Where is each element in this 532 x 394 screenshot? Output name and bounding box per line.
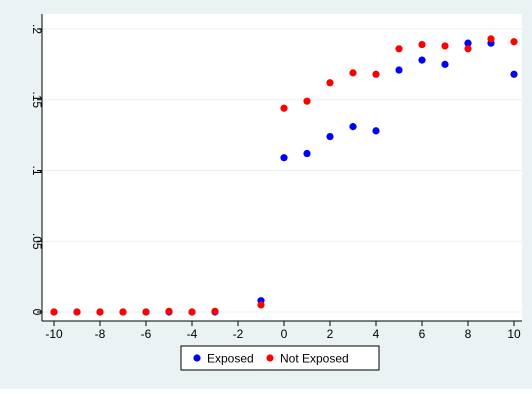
legend-label-exposed: Exposed (207, 352, 254, 366)
point-not-exposed (510, 38, 518, 46)
point-exposed (464, 39, 472, 47)
point-exposed (303, 149, 311, 158)
legend-marker-not-exposed (266, 354, 274, 362)
y-tick-label: .1 (30, 165, 44, 175)
y-tick-label: 0 (30, 309, 44, 316)
x-tick-label: -8 (95, 327, 106, 341)
x-tick-label: 2 (327, 327, 334, 341)
axes (41, 14, 522, 322)
legend-label-not-exposed: Not Exposed (280, 352, 349, 366)
point-not-exposed (96, 308, 104, 316)
x-tick-label: 0 (281, 327, 288, 341)
legend: Exposed Not Exposed (180, 345, 380, 371)
point-not-exposed (418, 40, 426, 49)
point-not-exposed (211, 307, 219, 315)
point-not-exposed (441, 42, 449, 50)
point-not-exposed (257, 301, 265, 309)
y-ticks: 0 .05 .1 .15 .2 (30, 24, 44, 316)
point-not-exposed (464, 45, 472, 53)
point-exposed (280, 154, 288, 162)
point-exposed (510, 70, 518, 78)
legend-box (180, 345, 380, 371)
point-exposed (418, 56, 426, 64)
point-not-exposed (326, 79, 334, 87)
point-exposed (395, 66, 403, 74)
y-tick-label: .2 (30, 24, 44, 34)
x-tick-label: -10 (45, 327, 63, 341)
point-not-exposed (487, 35, 495, 43)
point-not-exposed (165, 307, 173, 315)
x-tick-label: 10 (507, 327, 521, 341)
point-not-exposed (73, 308, 81, 316)
x-tick-label: -6 (141, 327, 152, 341)
legend-marker-exposed (193, 354, 201, 362)
point-not-exposed (349, 69, 357, 77)
x-ticks: -10 -8 -6 -4 -2 0 2 4 6 8 10 (45, 321, 521, 341)
x-tick-label: 4 (373, 327, 380, 341)
point-not-exposed (303, 97, 311, 105)
point-not-exposed (50, 308, 58, 316)
point-not-exposed (372, 70, 380, 78)
point-exposed (372, 127, 380, 135)
y-tick-label: .15 (30, 91, 44, 108)
point-exposed (326, 132, 334, 141)
data-points (50, 35, 518, 316)
x-tick-label: -4 (187, 327, 198, 341)
y-tick-label: .05 (30, 233, 44, 250)
point-exposed (441, 60, 449, 68)
point-not-exposed (188, 308, 196, 316)
point-not-exposed (280, 104, 288, 112)
point-not-exposed (119, 308, 127, 316)
x-tick-label: -2 (233, 327, 244, 341)
x-tick-label: 8 (465, 327, 472, 341)
x-tick-label: 6 (419, 327, 426, 341)
point-not-exposed (395, 45, 403, 53)
plot-area (42, 14, 522, 321)
point-exposed (349, 123, 357, 131)
point-not-exposed (142, 308, 150, 316)
